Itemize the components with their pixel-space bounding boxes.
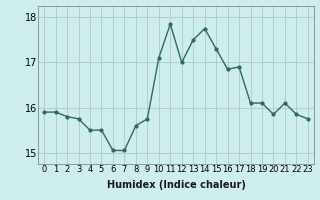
X-axis label: Humidex (Indice chaleur): Humidex (Indice chaleur) xyxy=(107,180,245,190)
